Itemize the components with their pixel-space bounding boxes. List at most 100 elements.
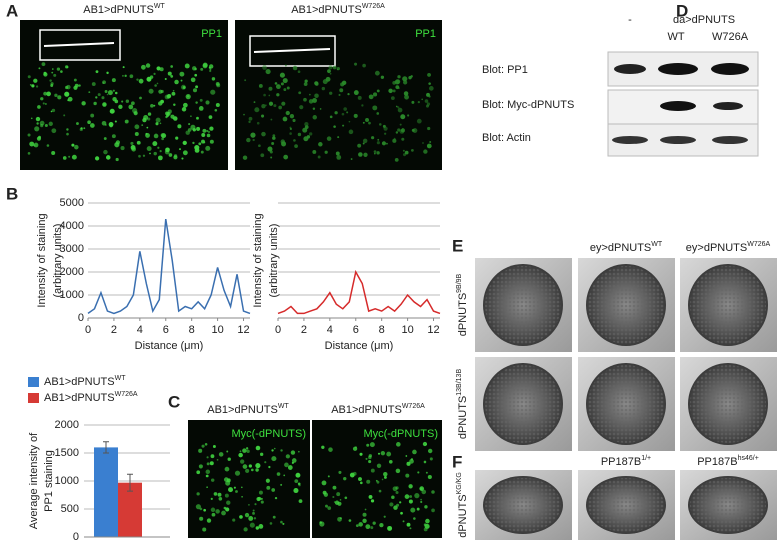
speckle	[155, 122, 159, 126]
speckle	[27, 151, 31, 155]
speckle	[362, 512, 367, 517]
speckle	[153, 133, 159, 139]
speckle	[410, 507, 416, 513]
label: AB1>dPNUTSWT	[44, 375, 126, 388]
label: AB1>dPNUTSWT	[83, 3, 165, 16]
speckle	[206, 474, 209, 478]
speckle	[125, 99, 130, 103]
speckle	[395, 468, 401, 474]
y-tick-label: 5000	[60, 197, 84, 209]
speckle	[175, 136, 179, 140]
label-text: dPNUTS	[457, 396, 469, 439]
x-tick-label: 2	[301, 324, 307, 336]
speckle	[424, 99, 429, 103]
x-tick-label: 12	[427, 324, 439, 336]
speckle	[416, 118, 422, 124]
x-tick-label: 12	[237, 324, 249, 336]
x-tick-label: 0	[85, 324, 91, 336]
speckle	[395, 490, 399, 495]
speckle	[358, 522, 363, 527]
speckle	[31, 84, 35, 88]
speckle	[106, 93, 109, 96]
speckle	[402, 520, 405, 523]
speckle	[102, 102, 107, 107]
speckle	[404, 94, 409, 100]
speckle	[350, 158, 353, 160]
speckle	[74, 144, 79, 150]
speckle	[289, 127, 292, 131]
speckle	[157, 146, 160, 149]
speckle	[81, 101, 86, 106]
speckle	[148, 88, 154, 94]
speckle	[393, 505, 398, 510]
ommatidia	[485, 266, 561, 344]
speckle	[94, 156, 100, 161]
speckle	[273, 447, 276, 450]
speckle	[406, 522, 411, 527]
speckle	[138, 78, 144, 84]
speckle	[408, 499, 413, 504]
speckle	[265, 478, 270, 483]
label-sup: W726A	[115, 391, 138, 398]
speckle	[260, 153, 265, 158]
speckle	[215, 509, 220, 514]
panel-label: F	[452, 452, 462, 471]
speckle	[202, 63, 208, 69]
speckle	[348, 120, 351, 123]
speckle	[328, 447, 333, 452]
speckle	[312, 98, 317, 103]
speckle	[338, 470, 342, 474]
speckle	[122, 66, 125, 69]
speckle	[48, 121, 53, 126]
speckle	[170, 65, 174, 68]
speckle	[365, 524, 371, 530]
speckle	[41, 62, 46, 67]
speckle	[170, 75, 174, 78]
label-sup: W726A	[362, 3, 385, 10]
speckle	[429, 145, 432, 148]
speckle	[199, 516, 204, 521]
y-axis-label: Intensity of staining	[36, 213, 48, 307]
speckle	[101, 120, 107, 126]
speckle	[188, 123, 191, 126]
speckle	[274, 496, 278, 500]
speckle	[405, 473, 410, 478]
speckle	[387, 525, 393, 531]
speckle	[136, 140, 141, 145]
speckle	[252, 511, 255, 515]
speckle	[386, 142, 388, 145]
speckle	[304, 125, 309, 129]
speckle	[192, 88, 198, 93]
speckle	[160, 99, 164, 104]
stain-label: PP1	[415, 28, 436, 40]
speckle	[73, 78, 77, 82]
speckle	[243, 113, 245, 116]
y-tick-label: 1000	[55, 475, 79, 487]
speckle	[400, 114, 406, 120]
speckle	[308, 132, 313, 136]
speckle	[250, 132, 256, 138]
blot-label: Blot: PP1	[482, 64, 528, 76]
speckle	[102, 82, 104, 84]
speckle	[391, 495, 395, 499]
label-text: AB1>dPNUTS	[83, 4, 154, 16]
speckle	[223, 477, 229, 482]
speckle	[260, 497, 263, 501]
label-sup: hs46/+	[738, 455, 759, 462]
speckle	[210, 497, 213, 500]
speckle	[43, 91, 48, 96]
speckle	[347, 93, 350, 96]
speckle	[336, 492, 341, 497]
speckle	[177, 124, 182, 129]
speckle	[431, 490, 435, 494]
speckle	[159, 122, 162, 125]
speckle	[384, 132, 387, 135]
speckle	[195, 504, 201, 510]
speckle	[129, 74, 134, 79]
speckle	[245, 447, 249, 450]
speckle	[153, 104, 156, 107]
speckle	[95, 96, 98, 99]
speckle	[395, 105, 398, 108]
speckle	[124, 119, 129, 124]
speckle	[179, 71, 185, 77]
